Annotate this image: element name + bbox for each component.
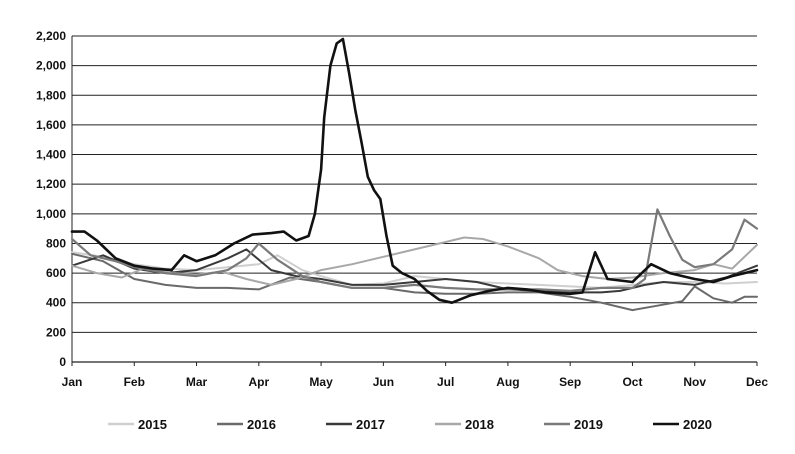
legend-item-2015: 2015: [108, 417, 167, 432]
y-tick-label: 1,400: [36, 148, 66, 162]
axes: 0 200 400 600 800 1,000 1,200 1,400 1,600 1,800 2,…: [36, 29, 768, 389]
y-tick-label: 600: [46, 266, 66, 280]
x-tick-label: Jan: [62, 375, 83, 389]
series-line-2017: [71, 248, 758, 294]
y-tick-label: 2,000: [36, 59, 66, 73]
x-tick-label: Oct: [622, 375, 642, 389]
legend-label: 2020: [683, 417, 712, 432]
legend-item-2017: 2017: [326, 417, 385, 432]
y-tick-label: 0: [59, 355, 66, 369]
x-tick-label: May: [309, 375, 333, 389]
x-tick-label: Sep: [559, 375, 581, 389]
x-tick-label: Feb: [124, 375, 145, 389]
x-tick-label: Mar: [186, 375, 208, 389]
y-tick-label: 1,200: [36, 177, 66, 191]
x-tick-label: Jul: [437, 375, 454, 389]
y-tick-label: 800: [46, 236, 66, 250]
legend-label: 2015: [138, 417, 167, 432]
x-tick-label: Nov: [683, 375, 706, 389]
legend-label: 2016: [247, 417, 276, 432]
legend: 2015 2016 2017 2018 2019 2020: [108, 417, 712, 432]
x-tick-label: Dec: [746, 375, 768, 389]
y-tick-label: 1,600: [36, 118, 66, 132]
gridlines: [72, 35, 757, 333]
legend-item-2018: 2018: [435, 417, 494, 432]
legend-label: 2018: [465, 417, 494, 432]
x-tick-label: Jun: [373, 375, 394, 389]
legend-item-2016: 2016: [217, 417, 276, 432]
y-tick-label: 400: [46, 296, 66, 310]
y-tick-label: 1,800: [36, 88, 66, 102]
y-tick-label: 1,000: [36, 207, 66, 221]
x-tick-label: Apr: [248, 375, 269, 389]
series-lines: [70, 37, 759, 312]
series-line-2016: [71, 252, 758, 312]
series-line-2020: [70, 37, 759, 304]
legend-label: 2017: [356, 417, 385, 432]
legend-item-2019: 2019: [544, 417, 603, 432]
legend-label: 2019: [574, 417, 603, 432]
y-tick-label: 2,200: [36, 29, 66, 43]
legend-item-2020: 2020: [653, 417, 712, 432]
series-line-2019: [70, 208, 759, 292]
y-tick-label: 200: [46, 325, 66, 339]
x-tick-label: Aug: [496, 375, 519, 389]
